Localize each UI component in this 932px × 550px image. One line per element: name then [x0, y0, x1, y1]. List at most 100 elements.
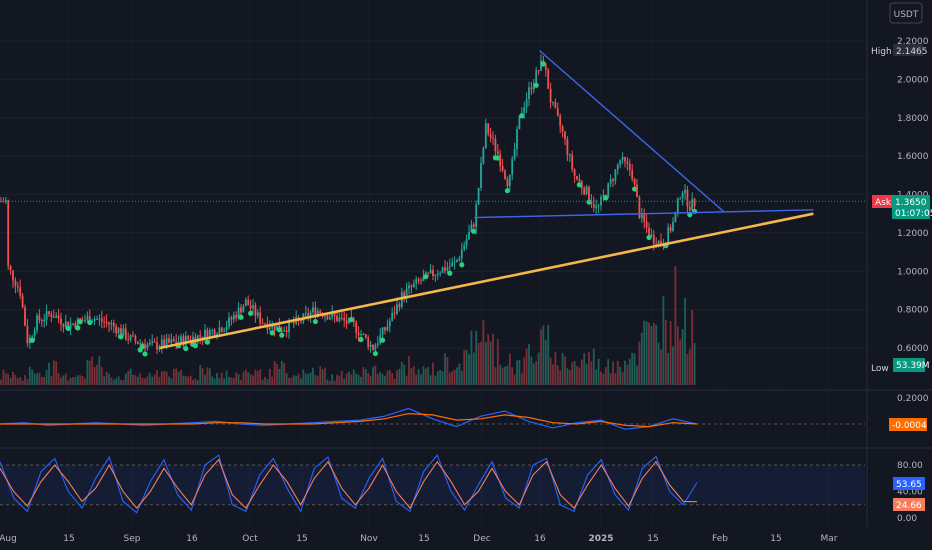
volume-bar [612, 361, 614, 385]
candle-body [403, 292, 406, 298]
candle-body [60, 318, 62, 325]
candle-body [391, 312, 394, 321]
candle-body [136, 341, 139, 344]
candle-body [79, 318, 82, 320]
candle-body [393, 312, 396, 314]
volume-bar [96, 364, 98, 385]
volume-bar [499, 364, 502, 385]
candle-body [352, 318, 355, 322]
candle-body [67, 321, 70, 329]
volume-bar [513, 374, 516, 385]
volume-bar [12, 371, 14, 385]
volume-bar [271, 376, 274, 385]
candle-body [326, 315, 329, 320]
volume-bar [144, 378, 146, 385]
volume-bar [314, 374, 317, 385]
volume-bar [583, 353, 586, 385]
volume-bar [7, 374, 10, 385]
candle-body [153, 341, 156, 343]
candle-body [648, 227, 650, 237]
candle-body [316, 310, 319, 315]
candle-body [444, 267, 446, 271]
volume-bar [278, 368, 281, 385]
volume-bar [338, 375, 341, 385]
volume-bar [309, 372, 312, 385]
volume-bar [129, 368, 132, 385]
volume-bar [396, 370, 398, 385]
candle-body [619, 160, 622, 165]
candle-body [81, 319, 84, 321]
volume-bar [261, 379, 264, 385]
signal-dot [447, 270, 453, 276]
candle-body [144, 344, 146, 349]
volume-bar [86, 359, 89, 385]
volume-bar [643, 320, 646, 385]
time-axis[interactable]: Aug 15 Sep 16 Oct 15 Nov 15 Dec 16 2025 15 Feb 15 Mar [0, 534, 838, 544]
volume-bar [446, 357, 449, 385]
candle-body [367, 337, 370, 347]
volume-bar [105, 371, 108, 385]
volume-bar [552, 364, 554, 385]
candle-body [187, 336, 190, 340]
volume-bar [638, 341, 641, 385]
volume-bar [602, 373, 605, 385]
candle-body [669, 227, 672, 231]
time-tick-label: Dec [473, 534, 490, 544]
candle-body [84, 320, 86, 322]
signal-dot [142, 351, 148, 357]
time-tick-label: Nov [360, 534, 378, 544]
volume-bar [374, 365, 377, 385]
volume-bar [0, 379, 2, 385]
volume-bar [403, 364, 406, 385]
candle-body [232, 314, 235, 320]
volume-bar [518, 359, 521, 385]
volume-bar [357, 374, 360, 385]
volume-bar [667, 352, 670, 385]
candle-body [64, 321, 67, 328]
volume-bar [213, 378, 216, 385]
candle-body [415, 279, 418, 284]
volume-bar [525, 348, 528, 385]
candle-body [12, 270, 14, 281]
volume-bar [122, 380, 125, 385]
volume-bar [350, 374, 353, 385]
volume-bar [631, 352, 634, 385]
macd-tick-label: 0.2000 [897, 394, 929, 404]
candle-body [235, 314, 238, 319]
volume-bar [482, 320, 485, 385]
high-price-label: High 2.1465 [868, 44, 928, 57]
signal-dot [140, 343, 146, 350]
candle-body [158, 347, 161, 350]
volume-bar [108, 373, 110, 385]
candle-body [225, 326, 228, 331]
candle-body [50, 314, 53, 318]
candle-body [645, 221, 648, 228]
candle-body [640, 212, 643, 219]
volume-bar [324, 367, 326, 385]
candle-body [492, 137, 494, 139]
volume-bar [276, 363, 278, 385]
price-axis[interactable]: 2.20002.00001.80001.60001.40001.20001.00… [897, 37, 929, 524]
volume-bar [369, 375, 372, 385]
volume-bar [52, 360, 55, 385]
time-tick-label: 16 [186, 534, 198, 544]
candle-body [249, 305, 252, 309]
volume-bar [669, 321, 672, 385]
volume-bar [520, 373, 523, 385]
signal-dot [312, 318, 318, 325]
signal-dot [248, 310, 254, 316]
candle-body [252, 305, 254, 309]
candle-body [576, 175, 578, 180]
volume-bar [326, 379, 329, 385]
currency-badge[interactable]: USDT [889, 2, 923, 24]
volume-bar [489, 341, 492, 385]
signal-dot [279, 332, 285, 338]
candle-body [172, 339, 175, 342]
volume-bars [0, 266, 696, 385]
volume-bar [237, 374, 240, 385]
volume-bar [117, 376, 120, 385]
low-value: 53.39M [896, 361, 930, 371]
volume-bar [386, 370, 389, 385]
volume-bar [537, 352, 540, 385]
